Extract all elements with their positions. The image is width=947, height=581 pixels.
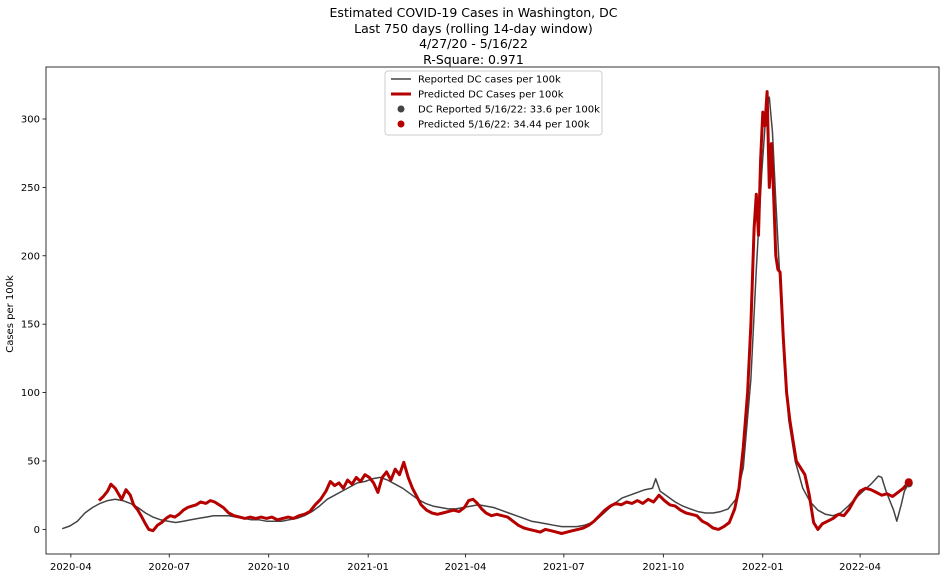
plot-lines [61,90,910,535]
y-tick-label: 0 [34,525,40,536]
x-tick-label: 2021-10 [642,562,684,573]
y-tick-label: 250 [21,183,40,194]
y-tick-label: 200 [21,251,40,262]
legend-swatch-predicted_point [397,120,405,128]
y-tick-label: 300 [21,114,40,125]
title-line-2: Last 750 days (rolling 14-day window) [354,20,593,36]
plot-points [904,478,913,488]
y-axis-label: Cases per 100k [5,275,16,353]
x-tick-label: 2020-07 [148,562,190,573]
legend-label-predicted: Predicted DC Cases per 100k [418,90,564,101]
point-predicted_point [904,478,913,487]
legend-label-reported_point: DC Reported 5/16/22: 33.6 per 100k [418,105,600,116]
y-tick-label: 100 [21,388,40,399]
x-tick-label: 2022-04 [839,562,881,573]
title-line-3: 4/27/20 - 5/16/22 [419,36,528,51]
x-tick-label: 2021-04 [445,562,487,573]
legend-label-predicted_point: Predicted 5/16/22: 34.44 per 100k [418,120,590,131]
legend: Reported DC cases per 100k Predicted DC C… [384,70,603,136]
series-line-predicted [97,90,910,535]
x-tick-label: 2021-01 [347,562,389,573]
legend-label-reported: Reported DC cases per 100k [418,75,561,86]
x-tick-label: 2022-01 [742,562,784,573]
x-axis: 2020-04 2020-07 2020-10 2021-01 2021-04 2021-… [50,554,881,573]
y-axis: 0 50 100 150 200 250 300 [21,114,46,536]
x-tick-label: 2020-04 [50,562,92,573]
x-tick-label: 2021-07 [543,562,585,573]
y-tick-label: 150 [21,320,40,331]
legend-swatch-reported_point [397,105,405,113]
title-line-4: R-Square: 0.971 [423,51,524,67]
legend-box [384,70,603,136]
chart-title: Estimated COVID-19 Cases in Washington, … [0,5,947,67]
y-tick-label: 50 [27,456,40,467]
title-line-1: Estimated COVID-19 Cases in Washington, … [329,5,618,20]
plot-frame [45,66,940,555]
x-tick-label: 2020-10 [248,562,290,573]
